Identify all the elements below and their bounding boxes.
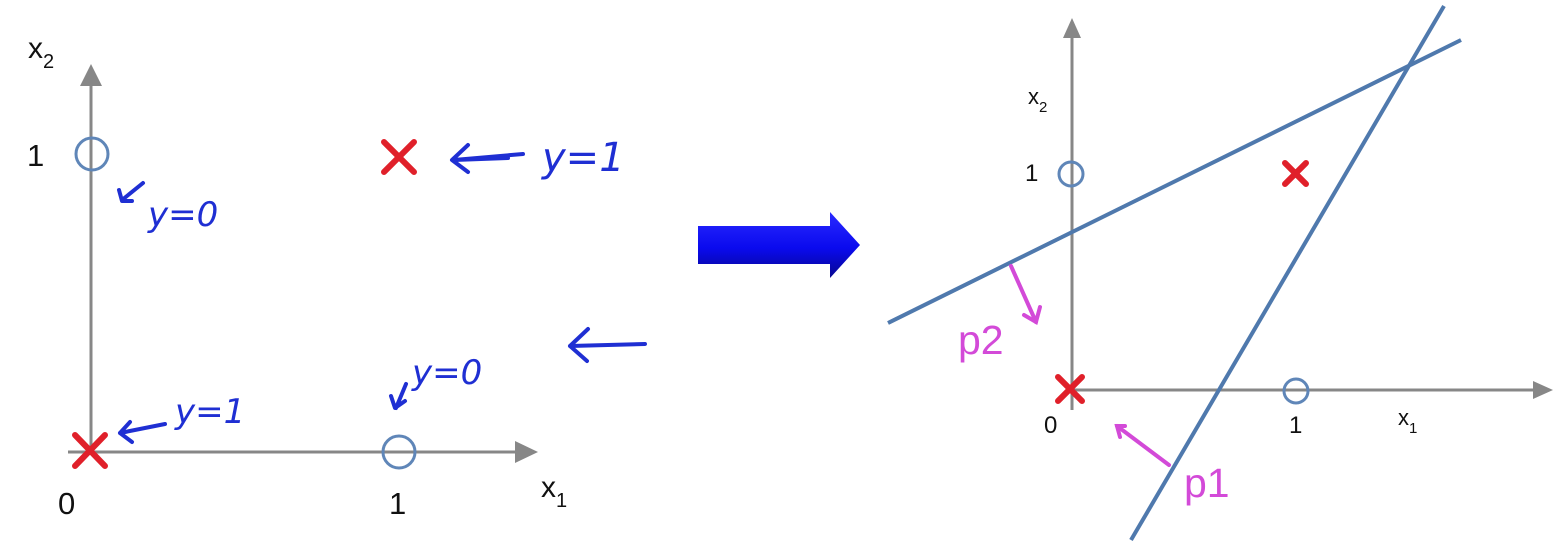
annotation-top-left: y=0 [117, 181, 218, 235]
label-p1: p1 [1184, 460, 1230, 506]
annotation-origin: y=1 [118, 392, 245, 444]
right-y-axis-label: x2 [1028, 84, 1047, 116]
right-point-1-0-circle [1282, 377, 1310, 405]
svg-text:y=1: y=1 [174, 392, 245, 432]
left-point-1-0-circle [381, 434, 417, 470]
right-panel: x2 x1 1 0 1 p2 p1 [887, 4, 1553, 542]
annotation-arrow-right-middle [568, 327, 647, 363]
right-tick-y-1: 1 [1025, 160, 1038, 187]
right-tick-x-1: 1 [1289, 412, 1302, 439]
left-point-1-1-cross [381, 139, 417, 175]
transition-arrow [698, 212, 860, 278]
right-x-axis [1072, 381, 1553, 399]
normal-arrow-p2 [1009, 264, 1042, 326]
right-y-axis [1063, 18, 1081, 410]
normal-arrow-p1 [1114, 424, 1171, 467]
svg-text:y=0: y=0 [411, 353, 482, 393]
left-y-axis-label: x2 [28, 32, 54, 73]
left-panel: x2 x1 1 0 1 y=0 y=1 y=0 [27, 32, 647, 521]
right-point-0-0-cross [1055, 374, 1085, 404]
left-tick-x-0: 0 [58, 486, 75, 521]
left-x-axis [68, 441, 538, 463]
left-tick-y-1: 1 [27, 138, 44, 173]
left-tick-x-1: 1 [389, 486, 406, 521]
left-y-axis [80, 64, 102, 455]
right-x-axis-label: x1 [1398, 405, 1417, 437]
annotation-top-right: y=1 [450, 135, 625, 181]
label-p2: p2 [958, 317, 1004, 363]
boundary-line-p1 [1129, 4, 1446, 542]
boundary-line-p2 [887, 38, 1462, 325]
left-point-0-0-cross [72, 432, 108, 469]
left-point-0-1-circle [74, 136, 110, 172]
right-point-1-1-cross [1282, 160, 1309, 187]
svg-text:y=1: y=1 [541, 135, 625, 181]
right-tick-x-0: 0 [1044, 412, 1057, 439]
annotation-right-bottom: y=0 [389, 353, 482, 410]
left-x-axis-label: x1 [541, 471, 567, 512]
right-point-0-1-circle [1057, 160, 1085, 188]
svg-text:y=0: y=0 [147, 195, 218, 235]
